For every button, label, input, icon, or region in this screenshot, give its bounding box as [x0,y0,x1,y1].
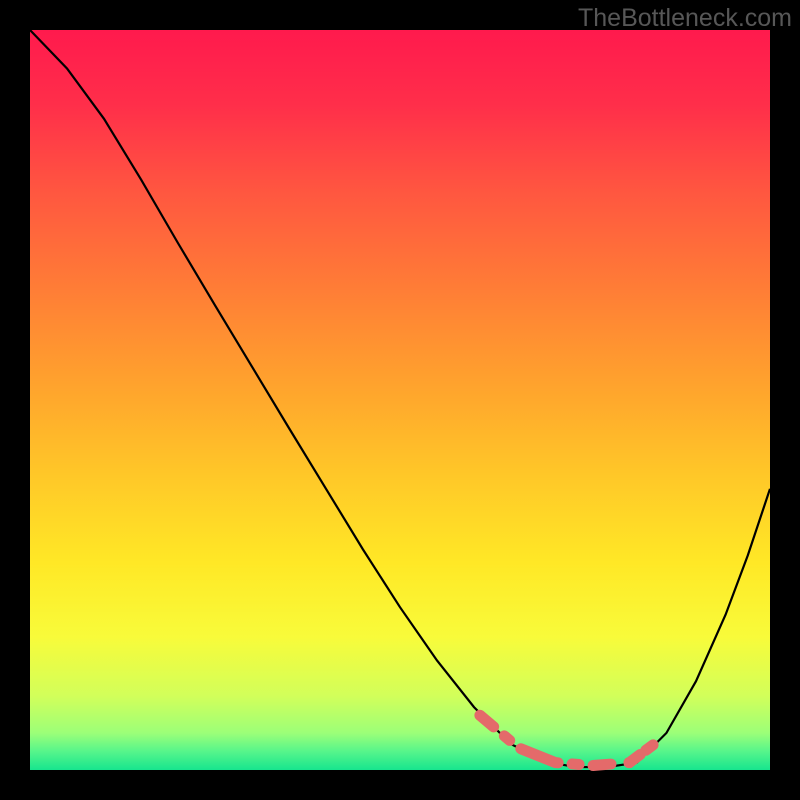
watermark-label: TheBottleneck.com [578,4,792,33]
chart-stage: TheBottleneck.com [0,0,800,800]
plot-background [30,30,770,770]
bottleneck-chart [0,0,800,800]
